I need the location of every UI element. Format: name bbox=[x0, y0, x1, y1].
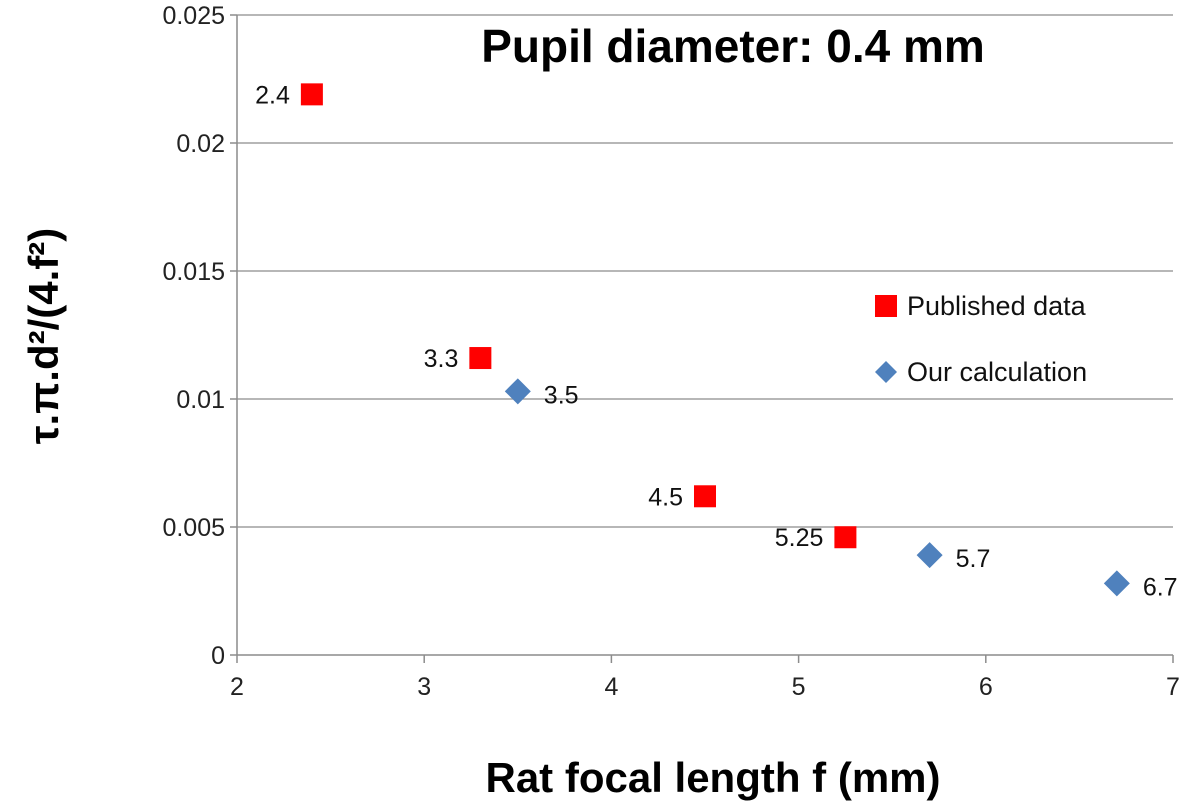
chart-title: Pupil diameter: 0.4 mm bbox=[481, 20, 985, 72]
y-tick-label: 0.005 bbox=[162, 514, 225, 542]
x-tick-label: 6 bbox=[979, 673, 993, 701]
x-tick-label: 4 bbox=[604, 673, 618, 701]
y-axis-label: τ.π.d²/(4.f²) bbox=[20, 228, 67, 445]
x-tick-label: 3 bbox=[417, 673, 431, 701]
y-tick-label: 0.015 bbox=[162, 258, 225, 286]
data-labels: 2.4 3.3 4.5 5.25 3.5 5.7 6.7 bbox=[255, 81, 1177, 601]
our-calculation-label: 5.7 bbox=[956, 545, 991, 573]
legend-marker-published bbox=[875, 295, 897, 317]
published-data-label: 5.25 bbox=[775, 524, 824, 552]
legend-label-calculation: Our calculation bbox=[907, 357, 1087, 387]
our-calculation-label: 6.7 bbox=[1143, 573, 1178, 601]
published-data-point bbox=[469, 347, 492, 370]
y-tick-label: 0 bbox=[211, 642, 225, 670]
axes bbox=[230, 14, 1174, 663]
x-tick-labels: 2 3 4 5 6 7 bbox=[230, 673, 1180, 701]
published-data-label: 3.3 bbox=[424, 345, 459, 373]
y-tick-label: 0.02 bbox=[176, 130, 225, 158]
grid-lines bbox=[237, 14, 1173, 528]
published-data-point bbox=[694, 485, 716, 508]
our-calculation-label: 3.5 bbox=[544, 381, 579, 409]
x-tick-label: 7 bbox=[1166, 673, 1180, 701]
x-tick-label: 2 bbox=[230, 673, 244, 701]
published-data-point bbox=[300, 83, 323, 106]
legend-marker-calculation bbox=[875, 361, 897, 383]
published-data-label: 2.4 bbox=[255, 81, 290, 109]
y-tick-label: 0.01 bbox=[176, 386, 225, 414]
our-calculation-point bbox=[504, 378, 531, 405]
legend-label-published: Published data bbox=[907, 291, 1087, 321]
our-calculation-point bbox=[916, 542, 943, 569]
x-tick-label: 5 bbox=[792, 673, 806, 701]
legend: Published data Our calculation bbox=[875, 291, 1087, 387]
our-calculation-point bbox=[1103, 570, 1130, 597]
published-data-point bbox=[834, 526, 857, 549]
published-data-label: 4.5 bbox=[648, 483, 683, 511]
y-tick-label: 0.025 bbox=[162, 2, 225, 30]
data-points bbox=[300, 83, 1130, 597]
x-axis-label: Rat focal length f (mm) bbox=[485, 754, 940, 801]
y-tick-labels: 0 0.005 0.01 0.015 0.02 0.025 bbox=[162, 2, 225, 670]
